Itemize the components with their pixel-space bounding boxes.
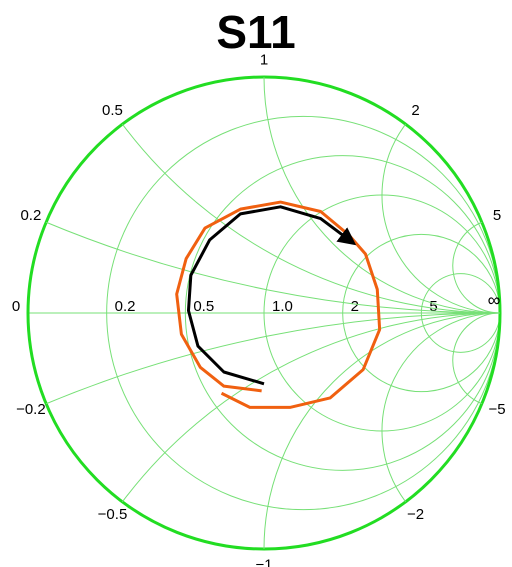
resistance-label: 0.2 [115,298,136,315]
reactance-label: 1 [260,51,268,68]
reactance-arc [263,312,501,550]
trace [175,200,382,409]
reactance-arc [122,123,501,314]
trace [186,205,357,386]
resistance-label: 1.0 [272,298,293,315]
infinity-label: ∞ [488,290,501,310]
reactance-arc [381,312,501,503]
reactance-label: −5 [489,401,506,418]
reactance-label: −0.2 [16,401,46,418]
resistance-label: 0 [12,298,20,315]
reactance-arc [452,221,501,314]
reactance-arc [381,123,501,314]
reactance-arc [45,312,501,405]
chart-title: S11 [216,6,295,58]
resistance-label: 0.5 [193,298,214,315]
resistance-label: 2 [351,298,359,315]
reactance-label: 2 [411,102,419,119]
reactance-arc [45,221,501,314]
reactance-label: −2 [407,506,424,523]
resistance-label: 5 [429,298,437,315]
reactance-arc [122,312,501,503]
reactance-arc [263,76,501,314]
reactance-label: −0.5 [98,506,128,523]
reactance-label: −1 [255,556,272,567]
reactance-label: 5 [493,207,501,224]
reactance-label: 0.5 [102,102,123,119]
reactance-arc [452,312,501,405]
reactance-label: 0.2 [20,207,41,224]
